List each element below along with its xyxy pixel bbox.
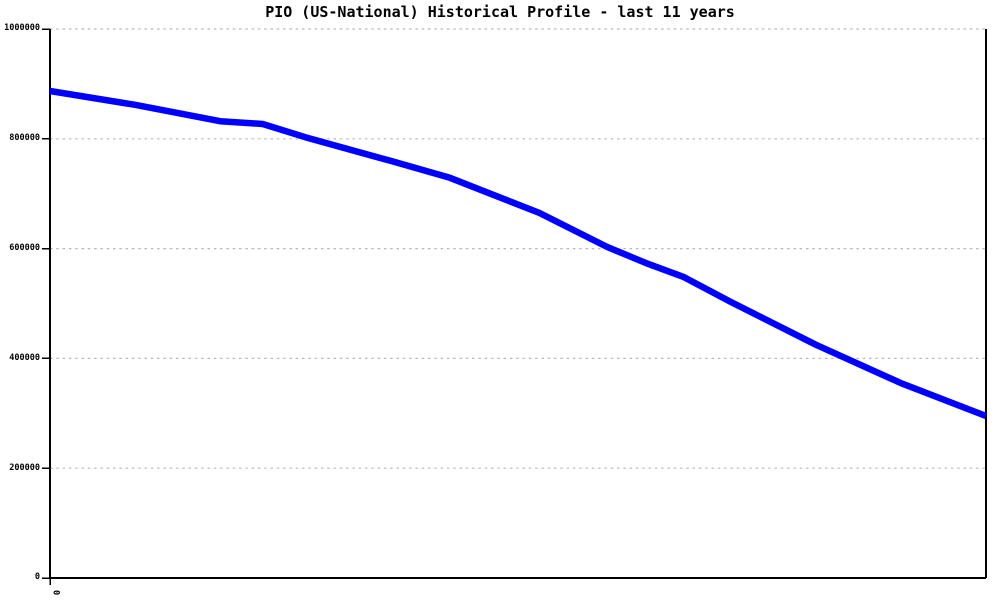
y-tick-label: 600000: [9, 243, 40, 253]
x-tick-label: 0: [50, 589, 61, 596]
y-tick-label: 800000: [9, 133, 40, 143]
y-tick-label: 0: [34, 572, 40, 582]
y-tick-label: 400000: [9, 353, 40, 363]
chart-title: PIO (US-National) Historical Profile - l…: [265, 3, 735, 21]
series-line: [49, 87, 988, 420]
y-tick-label: 1000000: [4, 23, 40, 33]
y-tick-label: 200000: [9, 463, 40, 473]
